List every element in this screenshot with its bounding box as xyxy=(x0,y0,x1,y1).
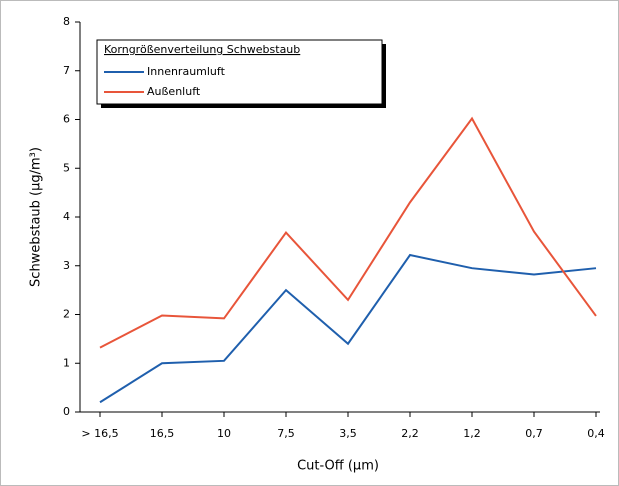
legend-title: Korngrößenverteilung Schwebstaub xyxy=(104,43,300,56)
y-tick-label: 4 xyxy=(63,210,70,223)
legend-box xyxy=(96,39,383,105)
legend-label: Außenluft xyxy=(147,85,201,98)
x-tick-label: 7,5 xyxy=(277,427,295,440)
x-tick-label: 2,2 xyxy=(401,427,419,440)
x-tick-label: 3,5 xyxy=(339,427,357,440)
series-line xyxy=(99,253,597,404)
y-axis-title: Schwebstaub (µg/m³) xyxy=(29,147,44,287)
x-axis-title: Cut-Off (µm) xyxy=(297,459,379,474)
x-tick-label: 16,5 xyxy=(150,427,175,440)
legend-label: Innenraumluft xyxy=(147,65,226,78)
y-tick-label: 1 xyxy=(63,356,70,369)
x-tick-label: 0,4 xyxy=(587,427,605,440)
x-tick-label: 10 xyxy=(217,427,231,440)
y-tick-label: 3 xyxy=(63,259,70,272)
x-tick-label: 1,2 xyxy=(463,427,481,440)
x-tick-label: 0,7 xyxy=(525,427,543,440)
y-tick-label: 8 xyxy=(63,15,70,28)
y-tick-label: 5 xyxy=(63,161,70,174)
x-tick-label: > 16,5 xyxy=(81,427,118,440)
series-line xyxy=(99,116,597,349)
y-tick-label: 6 xyxy=(63,113,70,126)
y-tick-label: 0 xyxy=(63,405,70,418)
y-tick-label: 7 xyxy=(63,64,70,77)
y-tick-label: 2 xyxy=(63,308,70,321)
